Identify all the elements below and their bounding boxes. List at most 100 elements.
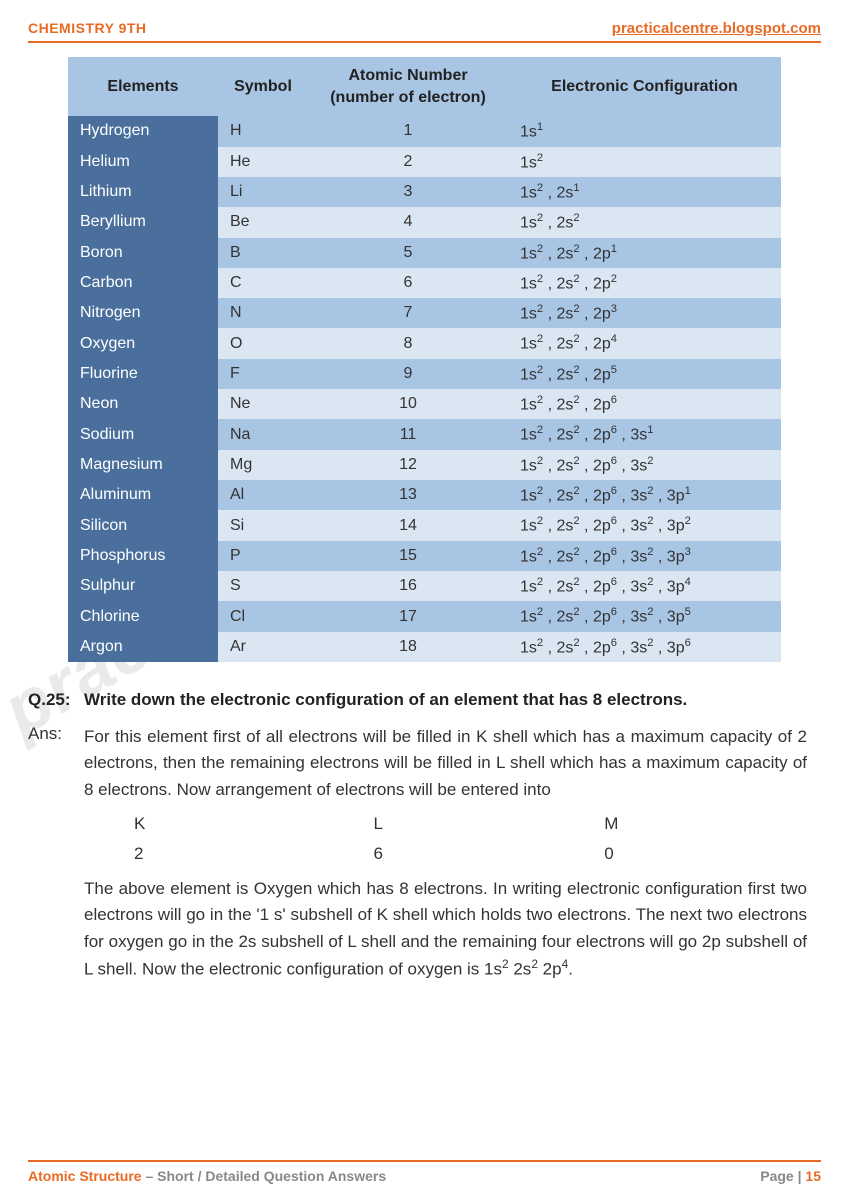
element-symbol: Li <box>218 177 308 207</box>
element-name: Lithium <box>68 177 218 207</box>
answer-block: Ans: For this element first of all elect… <box>28 724 807 983</box>
electronic-config: 1s2 , 2s2 , 2p6 , 3s2 , 3p2 <box>508 510 781 540</box>
electronic-config: 1s2 , 2s2 , 2p4 <box>508 328 781 358</box>
table-row: HeliumHe21s2 <box>68 147 781 177</box>
shell-label: K <box>134 809 374 839</box>
table-row: NeonNe101s2 , 2s2 , 2p6 <box>68 389 781 419</box>
atomic-number: 9 <box>308 359 508 389</box>
page-label: Page | <box>760 1168 805 1184</box>
shell-value: 0 <box>604 839 849 869</box>
electronic-config: 1s2 , 2s2 , 2p6 , 3s2 , 3p5 <box>508 601 781 631</box>
electronic-config: 1s2 <box>508 147 781 177</box>
electronic-config: 1s2 , 2s2 , 2p1 <box>508 238 781 268</box>
element-name: Argon <box>68 632 218 662</box>
table-row: FluorineF91s2 , 2s2 , 2p5 <box>68 359 781 389</box>
element-name: Nitrogen <box>68 298 218 328</box>
table-row: HydrogenH11s1 <box>68 116 781 146</box>
page-header: CHEMISTRY 9TH practicalcentre.blogspot.c… <box>28 20 821 43</box>
element-name: Carbon <box>68 268 218 298</box>
page-number: 15 <box>805 1168 821 1184</box>
table-row: ArgonAr181s2 , 2s2 , 2p6 , 3s2 , 3p6 <box>68 632 781 662</box>
footer-left: Atomic Structure – Short / Detailed Ques… <box>28 1168 386 1184</box>
question-row: Q.25: Write down the electronic configur… <box>28 690 807 710</box>
answer-para-2: The above element is Oxygen which has 8 … <box>84 876 807 983</box>
col-elements: Elements <box>68 57 218 116</box>
table-row: CarbonC61s2 , 2s2 , 2p2 <box>68 268 781 298</box>
footer-subtitle: Short / Detailed Question Answers <box>157 1168 386 1184</box>
atomic-number: 12 <box>308 450 508 480</box>
electronic-config: 1s2 , 2s2 , 2p6 , 3s2 , 3p4 <box>508 571 781 601</box>
elements-table: Elements Symbol Atomic Number (number of… <box>68 57 781 662</box>
atomic-number: 17 <box>308 601 508 631</box>
atomic-number: 11 <box>308 419 508 449</box>
shell-table: KLM 260 <box>134 809 849 870</box>
shell-label: M <box>604 809 849 839</box>
electronic-config: 1s2 , 2s2 , 2p2 <box>508 268 781 298</box>
element-name: Oxygen <box>68 328 218 358</box>
element-name: Boron <box>68 238 218 268</box>
atomic-number: 6 <box>308 268 508 298</box>
table-row: SiliconSi141s2 , 2s2 , 2p6 , 3s2 , 3p2 <box>68 510 781 540</box>
element-symbol: Ne <box>218 389 308 419</box>
electronic-config: 1s2 , 2s2 , 2p6 , 3s2 , 3p1 <box>508 480 781 510</box>
table-row: AluminumAl131s2 , 2s2 , 2p6 , 3s2 , 3p1 <box>68 480 781 510</box>
atomic-number: 2 <box>308 147 508 177</box>
element-name: Helium <box>68 147 218 177</box>
element-symbol: H <box>218 116 308 146</box>
element-symbol: O <box>218 328 308 358</box>
table-row: MagnesiumMg121s2 , 2s2 , 2p6 , 3s2 <box>68 450 781 480</box>
table-row: ChlorineCl171s2 , 2s2 , 2p6 , 3s2 , 3p5 <box>68 601 781 631</box>
electronic-config: 1s1 <box>508 116 781 146</box>
atomic-number: 7 <box>308 298 508 328</box>
shell-value: 2 <box>134 839 374 869</box>
table-row: LithiumLi31s2 , 2s1 <box>68 177 781 207</box>
electronic-config: 1s2 , 2s1 <box>508 177 781 207</box>
element-symbol: B <box>218 238 308 268</box>
element-name: Magnesium <box>68 450 218 480</box>
element-symbol: S <box>218 571 308 601</box>
element-symbol: C <box>218 268 308 298</box>
element-symbol: F <box>218 359 308 389</box>
element-symbol: Si <box>218 510 308 540</box>
electronic-config: 1s2 , 2s2 , 2p6 , 3s2 , 3p6 <box>508 632 781 662</box>
element-symbol: Cl <box>218 601 308 631</box>
element-symbol: P <box>218 541 308 571</box>
electronic-config: 1s2 , 2s2 , 2p6 , 3s2 <box>508 450 781 480</box>
table-row: PhosphorusP151s2 , 2s2 , 2p6 , 3s2 , 3p3 <box>68 541 781 571</box>
atomic-number: 8 <box>308 328 508 358</box>
footer-right: Page | 15 <box>760 1168 821 1184</box>
element-name: Silicon <box>68 510 218 540</box>
element-name: Phosphorus <box>68 541 218 571</box>
page-footer: Atomic Structure – Short / Detailed Ques… <box>28 1160 821 1184</box>
electronic-config: 1s2 , 2s2 <box>508 207 781 237</box>
electronic-config: 1s2 , 2s2 , 2p6 <box>508 389 781 419</box>
col-atomic-number: Atomic Number (number of electron) <box>308 57 508 116</box>
element-name: Sodium <box>68 419 218 449</box>
answer-para-1: For this element first of all electrons … <box>84 724 807 803</box>
element-name: Beryllium <box>68 207 218 237</box>
element-symbol: Mg <box>218 450 308 480</box>
question-text: Write down the electronic configuration … <box>84 690 687 710</box>
element-name: Fluorine <box>68 359 218 389</box>
electronic-config: 1s2 , 2s2 , 2p6 , 3s1 <box>508 419 781 449</box>
col-symbol: Symbol <box>218 57 308 116</box>
element-symbol: Ar <box>218 632 308 662</box>
shell-value: 6 <box>374 839 605 869</box>
atomic-number: 18 <box>308 632 508 662</box>
atomic-number: 14 <box>308 510 508 540</box>
element-name: Chlorine <box>68 601 218 631</box>
table-row: NitrogenN71s2 , 2s2 , 2p3 <box>68 298 781 328</box>
table-row: OxygenO81s2 , 2s2 , 2p4 <box>68 328 781 358</box>
table-row: BoronB51s2 , 2s2 , 2p1 <box>68 238 781 268</box>
table-row: SodiumNa111s2 , 2s2 , 2p6 , 3s1 <box>68 419 781 449</box>
element-symbol: Al <box>218 480 308 510</box>
answer-label: Ans: <box>28 724 74 983</box>
header-site-link[interactable]: practicalcentre.blogspot.com <box>612 20 821 37</box>
atomic-number: 13 <box>308 480 508 510</box>
element-name: Sulphur <box>68 571 218 601</box>
element-symbol: N <box>218 298 308 328</box>
table-row: SulphurS161s2 , 2s2 , 2p6 , 3s2 , 3p4 <box>68 571 781 601</box>
table-row: BerylliumBe41s2 , 2s2 <box>68 207 781 237</box>
element-symbol: Na <box>218 419 308 449</box>
col-electronic-config: Electronic Configuration <box>508 57 781 116</box>
